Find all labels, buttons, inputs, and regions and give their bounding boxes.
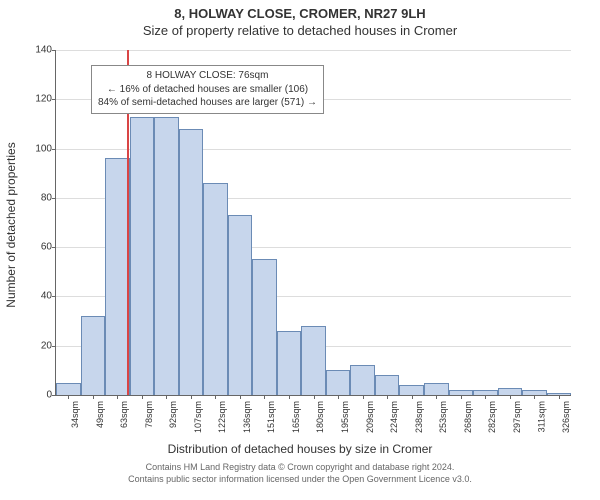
x-axis-label: Distribution of detached houses by size … bbox=[0, 442, 600, 456]
bar bbox=[154, 117, 179, 395]
bar bbox=[130, 117, 155, 395]
x-tick-label: 107sqm bbox=[193, 401, 203, 433]
bar bbox=[81, 316, 106, 395]
y-tick-label: 100 bbox=[26, 143, 52, 154]
bar bbox=[326, 370, 351, 395]
x-tick-label: 311sqm bbox=[536, 401, 546, 432]
x-tick-label: 92sqm bbox=[168, 401, 178, 428]
x-tick-label: 209sqm bbox=[365, 401, 375, 433]
x-tick-label: 151sqm bbox=[266, 401, 276, 433]
x-tick-label: 224sqm bbox=[389, 401, 399, 433]
y-tick-label: 140 bbox=[26, 45, 52, 56]
bar bbox=[301, 326, 326, 395]
annotation-line1: 8 HOLWAY CLOSE: 76sqm bbox=[98, 69, 317, 83]
bar bbox=[228, 215, 253, 395]
annotation-line2: ← 16% of detached houses are smaller (10… bbox=[98, 83, 317, 97]
histogram-chart: 020406080100120140 8 HOLWAY CLOSE: 76sqm… bbox=[55, 50, 571, 396]
y-tick-mark bbox=[52, 395, 56, 396]
y-tick-label: 0 bbox=[26, 390, 52, 401]
annotation-box: 8 HOLWAY CLOSE: 76sqm ← 16% of detached … bbox=[91, 65, 324, 114]
bar bbox=[252, 259, 277, 395]
bar bbox=[277, 331, 302, 395]
y-tick-label: 40 bbox=[26, 291, 52, 302]
x-tick-label: 136sqm bbox=[242, 401, 252, 433]
x-tick-label: 165sqm bbox=[291, 401, 301, 433]
bar bbox=[179, 129, 204, 395]
x-tick-label: 238sqm bbox=[414, 401, 424, 433]
y-tick-label: 20 bbox=[26, 340, 52, 351]
title-subtitle: Size of property relative to detached ho… bbox=[0, 21, 600, 38]
title-address: 8, HOLWAY CLOSE, CROMER, NR27 9LH bbox=[0, 0, 600, 21]
x-tick-label: 282sqm bbox=[487, 401, 497, 433]
y-tick-label: 60 bbox=[26, 242, 52, 253]
footer-line1: Contains HM Land Registry data © Crown c… bbox=[0, 462, 600, 474]
bar bbox=[375, 375, 400, 395]
footer: Contains HM Land Registry data © Crown c… bbox=[0, 462, 600, 485]
x-tick-label: 268sqm bbox=[463, 401, 473, 433]
x-tick-label: 78sqm bbox=[144, 401, 154, 428]
x-tick-label: 63sqm bbox=[119, 401, 129, 428]
bar bbox=[56, 383, 81, 395]
x-tick-label: 253sqm bbox=[438, 401, 448, 433]
bar bbox=[350, 365, 375, 395]
bar bbox=[203, 183, 228, 395]
x-tick-label: 195sqm bbox=[340, 401, 350, 433]
x-tick-label: 34sqm bbox=[70, 401, 80, 428]
x-tick-label: 326sqm bbox=[561, 401, 571, 433]
bar bbox=[399, 385, 424, 395]
annotation-line3: 84% of semi-detached houses are larger (… bbox=[98, 96, 317, 110]
bar bbox=[424, 383, 449, 395]
x-tick-label: 180sqm bbox=[316, 401, 326, 433]
x-tick-label: 49sqm bbox=[95, 401, 105, 428]
y-tick-label: 120 bbox=[26, 94, 52, 105]
y-tick-label: 80 bbox=[26, 192, 52, 203]
footer-line2: Contains public sector information licen… bbox=[0, 474, 600, 486]
bar bbox=[498, 388, 523, 395]
x-tick-label: 297sqm bbox=[512, 401, 522, 433]
x-tick-label: 122sqm bbox=[217, 401, 227, 433]
x-tick-labels: 34sqm 49sqm 63sqm 78sqm 92sqm 107sqm 122sqm 136… bbox=[55, 399, 570, 439]
y-axis-label: Number of detached properties bbox=[4, 142, 18, 307]
